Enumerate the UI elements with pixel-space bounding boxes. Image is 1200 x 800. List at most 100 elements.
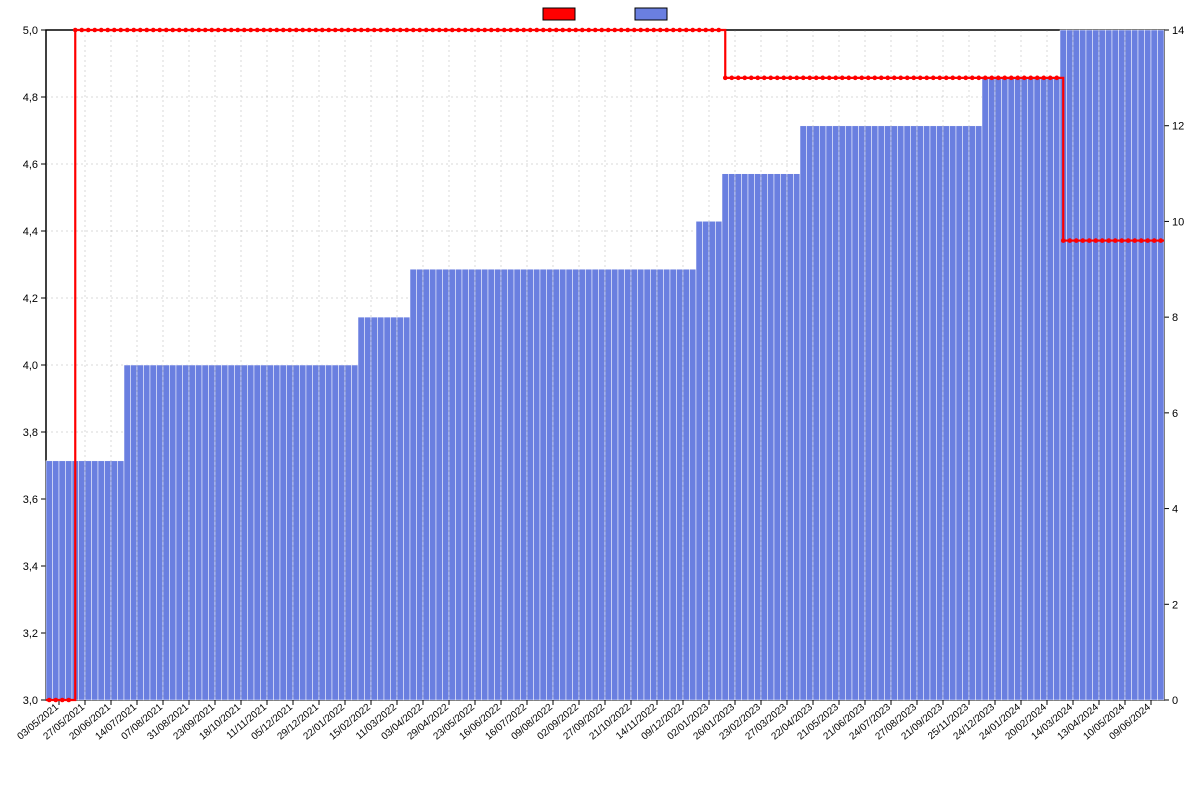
line-marker [534,28,539,33]
bar [274,365,281,700]
bar [98,461,105,700]
line-marker [716,28,721,33]
line-marker [677,28,682,33]
bar [391,317,398,700]
line-marker [411,28,416,33]
line-marker [261,28,266,33]
line-marker [242,28,247,33]
bar [794,174,801,700]
line-marker [1100,238,1105,243]
bar [1125,30,1132,700]
line-marker [1041,76,1046,81]
bar [85,461,92,700]
bar [885,126,892,700]
line-marker [1002,76,1007,81]
line-marker [190,28,195,33]
chart-container: 3,03,23,43,63,84,04,24,44,64,85,00246810… [0,0,1200,800]
bar [475,269,482,700]
bar [365,317,372,700]
bar [404,317,411,700]
bar [332,365,339,700]
line-marker [944,76,949,81]
line-marker [177,28,182,33]
bar [241,365,248,700]
bar [326,365,333,700]
line-marker [970,76,975,81]
bar [443,269,450,700]
bar [872,126,879,700]
bar [267,365,274,700]
bar [514,269,521,700]
bar [904,126,911,700]
ytick-left-label: 4,6 [23,159,38,171]
line-marker [567,28,572,33]
bar [644,269,651,700]
line-marker [60,698,65,703]
bar [690,269,697,700]
line-marker [1158,238,1163,243]
line-marker [586,28,591,33]
line-marker [274,28,279,33]
bar [501,269,508,700]
bar [911,126,918,700]
line-marker [372,28,377,33]
line-marker [144,28,149,33]
bar [228,365,235,700]
bar [254,365,261,700]
line-marker [463,28,468,33]
chart-svg: 3,03,23,43,63,84,04,24,44,64,85,00246810… [0,0,1200,800]
bar [345,365,352,700]
bar [157,365,164,700]
xlabels-group: 03/05/202127/05/202120/06/202114/07/2021… [16,702,1154,743]
line-marker [495,28,500,33]
line-marker [619,28,624,33]
line-marker [846,76,851,81]
bar [462,269,469,700]
line-marker [170,28,175,33]
line-marker [1139,238,1144,243]
line-marker [99,28,104,33]
line-marker [918,76,923,81]
line-marker [541,28,546,33]
line-marker [768,76,773,81]
bar [293,365,300,700]
bar [768,174,775,700]
bar [202,365,209,700]
line-marker [957,76,962,81]
line-marker [554,28,559,33]
bar [826,126,833,700]
bar [430,269,437,700]
bar [1093,30,1100,700]
bar [586,269,593,700]
bar [963,126,970,700]
line-marker [430,28,435,33]
line-marker [424,28,429,33]
line-marker [66,698,71,703]
legend-swatch [635,8,667,20]
line-marker [684,28,689,33]
line-marker [151,28,156,33]
bar [592,269,599,700]
line-marker [827,76,832,81]
legend-swatch [543,8,575,20]
bar [1112,30,1119,700]
bar [670,269,677,700]
ytick-left-label: 5,0 [23,25,38,37]
line-marker [131,28,136,33]
line-marker [885,76,890,81]
line-marker [138,28,143,33]
line-marker [1126,238,1131,243]
bar [66,461,73,700]
bar [560,269,567,700]
bar [280,365,287,700]
line-marker [625,28,630,33]
bar [417,269,424,700]
line-marker [983,76,988,81]
bar [683,269,690,700]
line-marker [710,28,715,33]
line-marker [833,76,838,81]
line-marker [79,28,84,33]
line-marker [125,28,130,33]
bar [1080,30,1087,700]
bar [124,365,131,700]
